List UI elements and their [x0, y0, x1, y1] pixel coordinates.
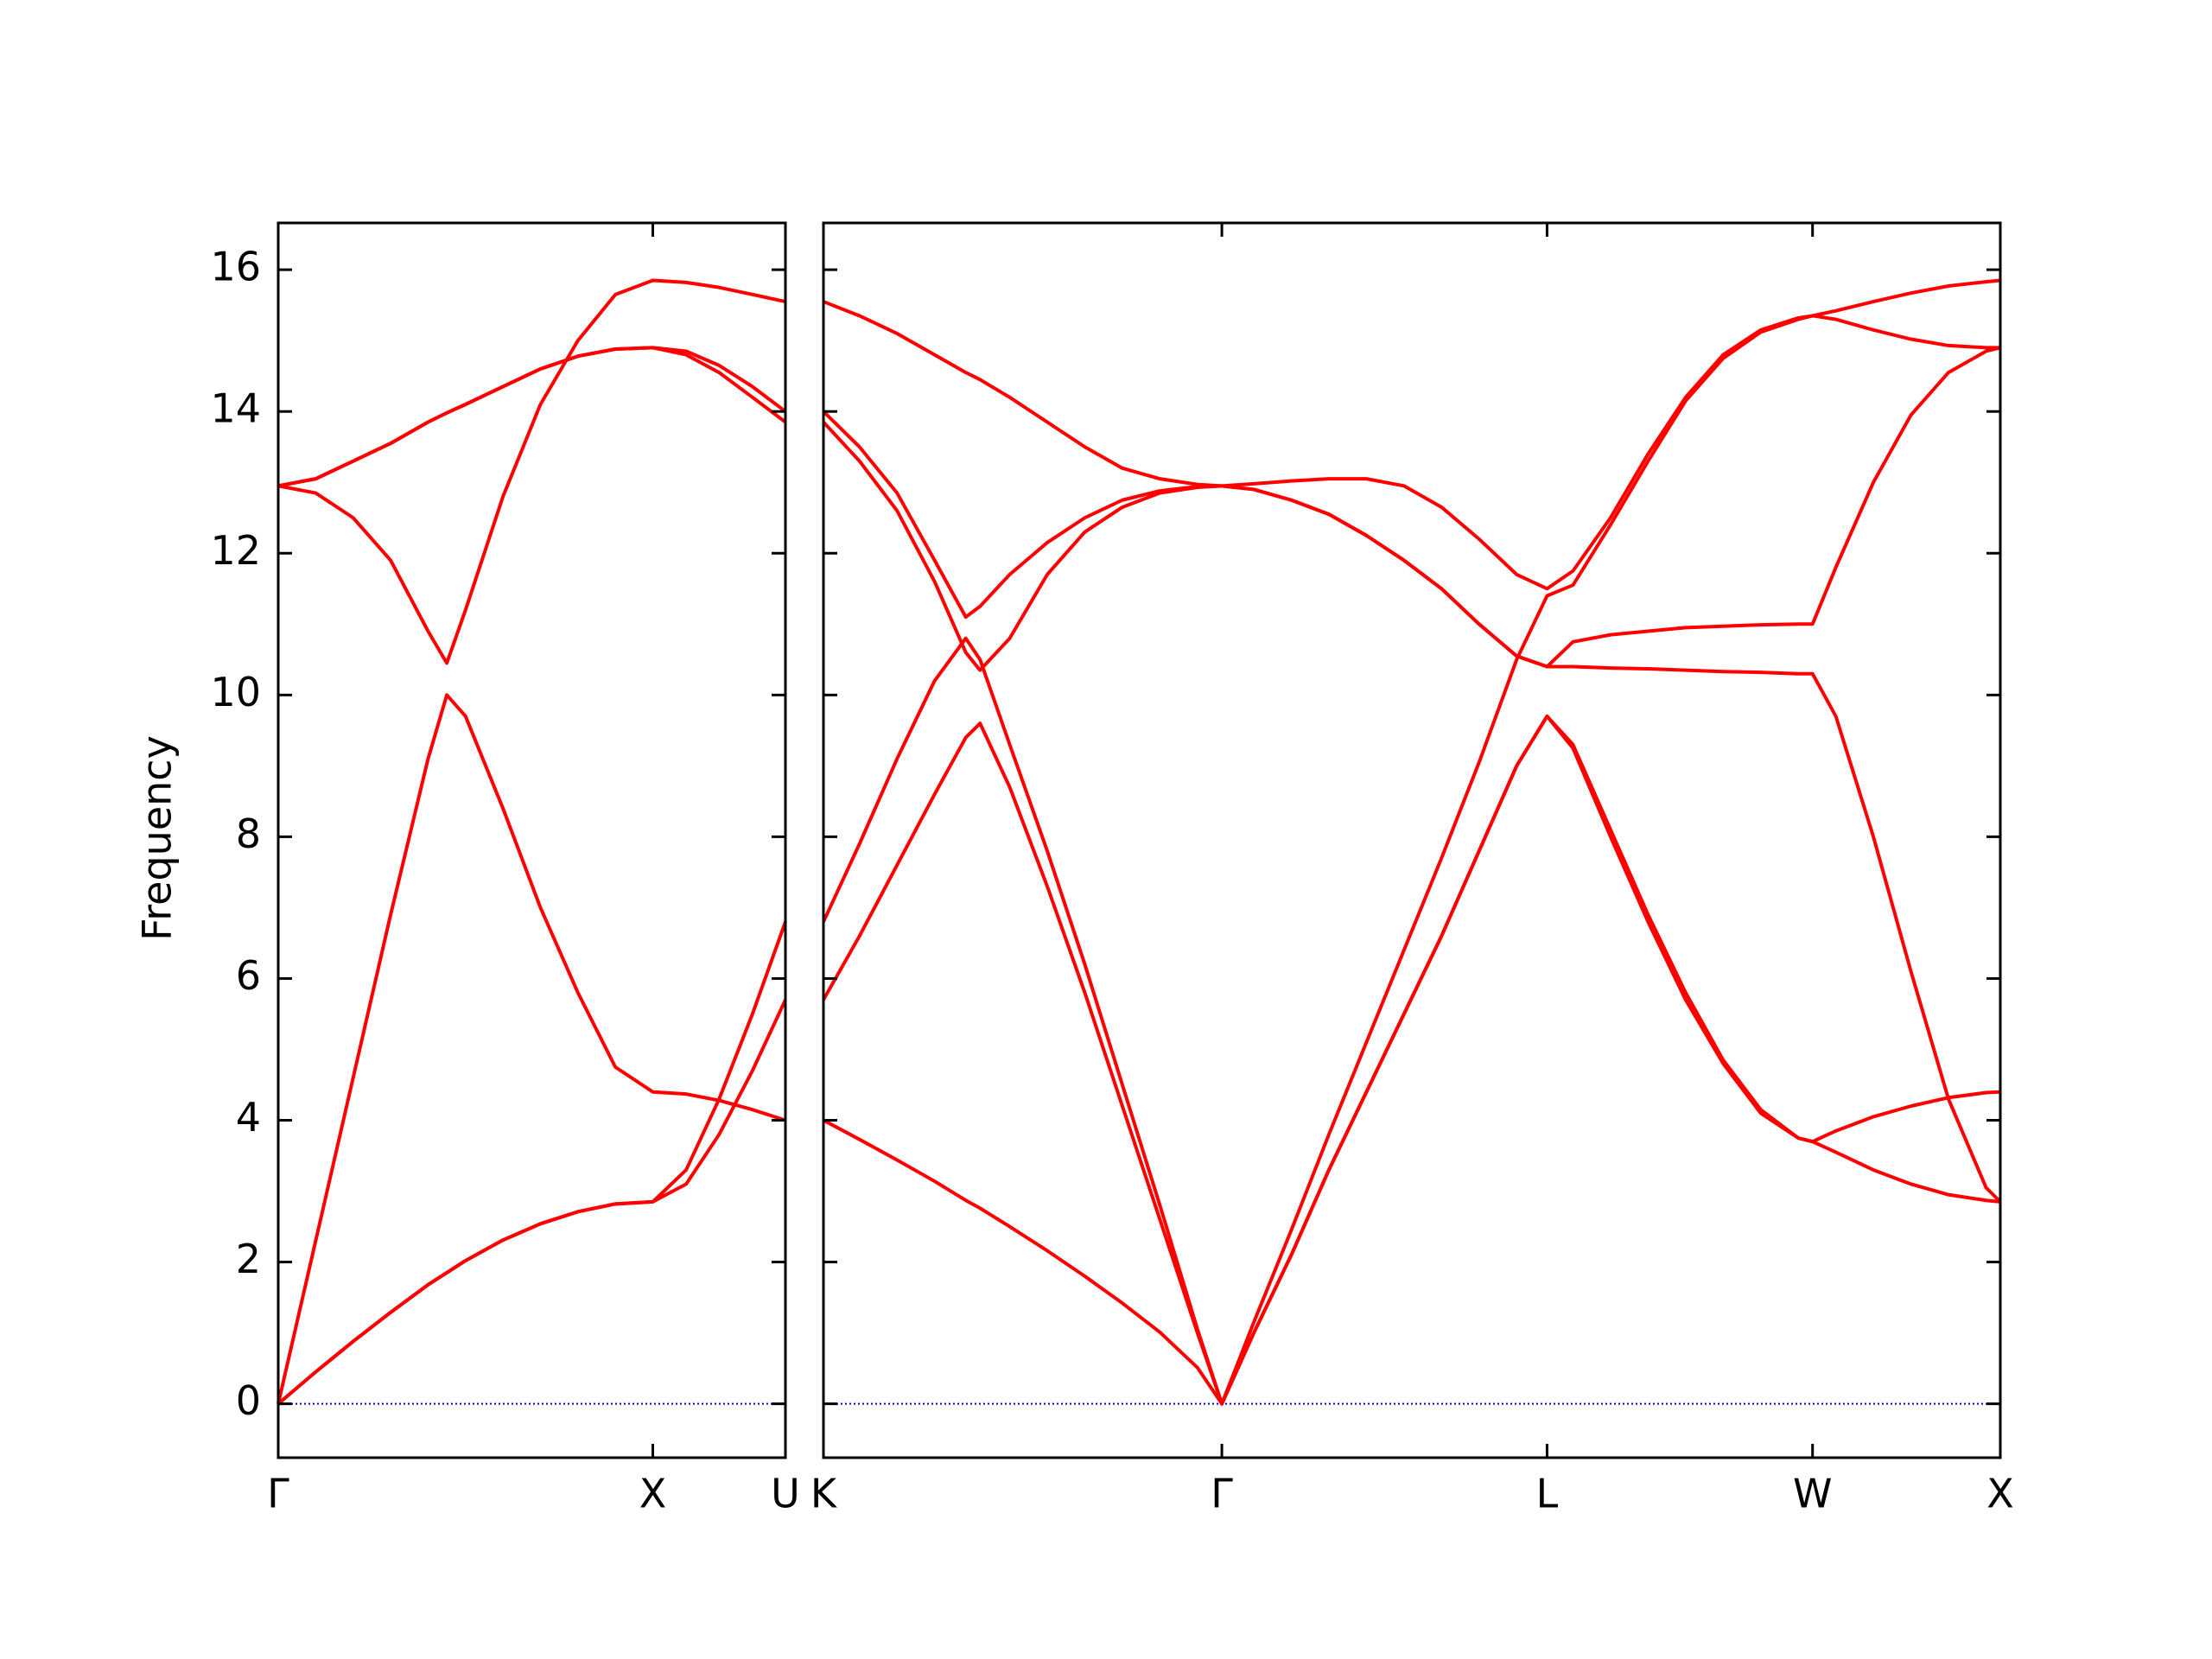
- band-line: [277, 278, 786, 665]
- plot-frame: [822, 221, 2002, 1459]
- y-tick-label: 4: [236, 1094, 261, 1141]
- y-tick-label: 8: [236, 810, 261, 857]
- y-tick-label: 2: [236, 1236, 261, 1282]
- y-tick-label: 0: [236, 1377, 261, 1424]
- x-tick-label: X: [1986, 1471, 2014, 1517]
- band-line: [276, 921, 787, 1406]
- band-line: [822, 346, 2001, 669]
- x-tick-label: U: [771, 1471, 800, 1517]
- band-line: [276, 693, 786, 1405]
- x-tick-label: W: [1793, 1471, 1832, 1517]
- x-tick-label: X: [639, 1471, 667, 1517]
- x-tick-label: Γ: [1211, 1471, 1233, 1517]
- band-line: [277, 346, 787, 488]
- x-tick-label: K: [810, 1471, 838, 1517]
- y-tick-label: 10: [210, 669, 261, 715]
- y-tick-label: 12: [210, 527, 261, 574]
- y-tick-label: 14: [210, 385, 261, 432]
- x-tick-label: Γ: [267, 1471, 289, 1517]
- y-tick-label: 16: [210, 244, 261, 290]
- band-line: [822, 714, 2001, 1406]
- y-tick-label: 6: [236, 952, 261, 999]
- x-tick-label: L: [1536, 1471, 1559, 1517]
- plot-frame: [276, 221, 787, 1459]
- y-axis-label: Frequency: [134, 735, 181, 941]
- band-line: [823, 278, 2001, 591]
